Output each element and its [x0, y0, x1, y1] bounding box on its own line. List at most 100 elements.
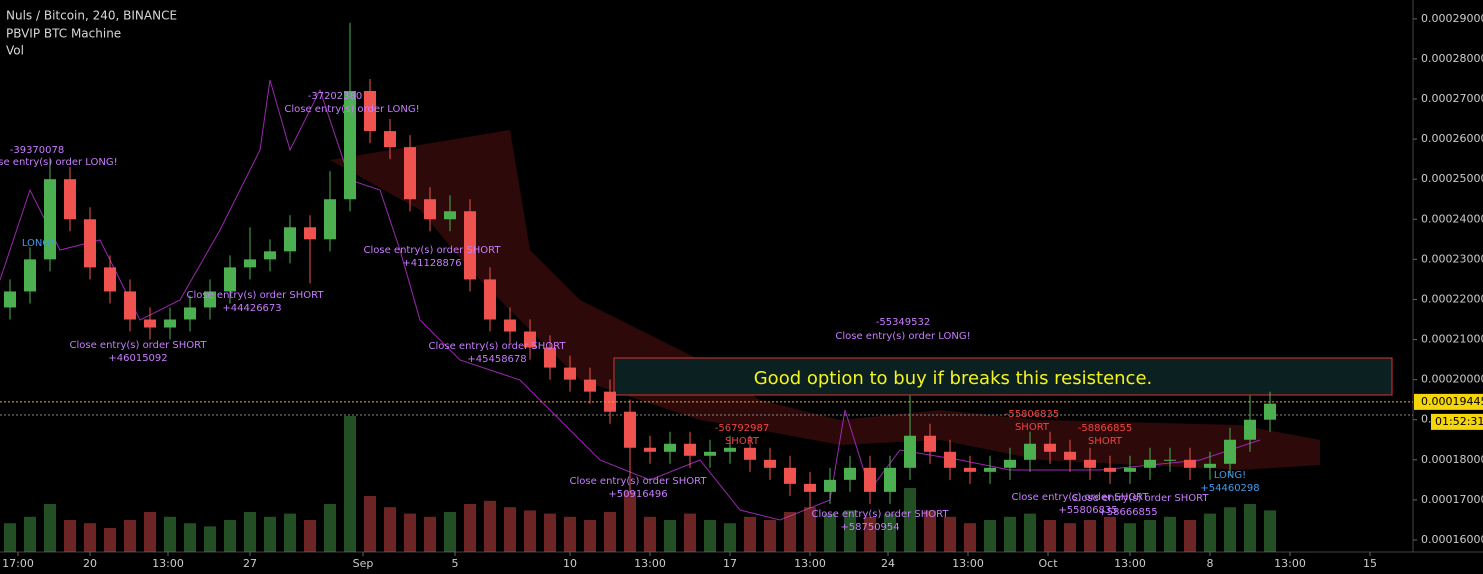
- volume-bar: [284, 513, 296, 552]
- signal-label: Close entry(s) order SHORT: [187, 290, 325, 301]
- candle-body: [24, 259, 36, 292]
- candle-body: [184, 307, 196, 320]
- volume-bar: [304, 520, 316, 552]
- candle-body: [384, 131, 396, 148]
- volume-bar: [1264, 510, 1276, 552]
- candle-body: [904, 435, 916, 468]
- volume-bar: [604, 512, 616, 552]
- signal-label: +54460298: [1200, 483, 1259, 494]
- x-tick-label: 5: [452, 557, 459, 570]
- x-tick-label: 13:00: [1114, 557, 1146, 570]
- candle-body: [1004, 459, 1016, 468]
- volume-bar: [524, 510, 536, 552]
- signal-label: Close entry(s) order SHORT: [70, 340, 208, 351]
- volume-bar: [944, 516, 956, 552]
- candle-body: [604, 391, 616, 412]
- volume-bar: [64, 520, 76, 552]
- candle-body: [264, 251, 276, 260]
- candle-body: [444, 211, 456, 220]
- signal-label: LONG!: [22, 238, 54, 249]
- x-tick-label: 13:00: [634, 557, 666, 570]
- indicator-cloud: [330, 130, 1320, 470]
- countdown-tag: [1431, 413, 1483, 430]
- volume-bar: [204, 526, 216, 552]
- volume-bar: [504, 507, 516, 552]
- volume-bar: [384, 507, 396, 552]
- volume-bar: [564, 516, 576, 552]
- candle-body: [124, 291, 136, 320]
- signal-label: SHORT: [1015, 422, 1050, 433]
- signal-label: LONG!: [1214, 470, 1246, 481]
- candle-body: [324, 199, 336, 240]
- y-tick-label: 0.00022000: [1421, 292, 1483, 305]
- y-tick-label: 0.00024000: [1421, 212, 1483, 225]
- candle-body: [164, 319, 176, 328]
- signal-label: Close entry(s) order SHORT: [812, 509, 950, 520]
- candle-body: [84, 219, 96, 268]
- volume-bar: [124, 520, 136, 552]
- volume-bar: [1104, 516, 1116, 552]
- volume-bar: [164, 516, 176, 552]
- volume-bar: [764, 520, 776, 552]
- volume-bar: [624, 491, 636, 552]
- candle-body: [544, 347, 556, 368]
- volume-bar: [644, 516, 656, 552]
- candle-body: [204, 291, 216, 308]
- volume-bar: [864, 516, 876, 552]
- candle-body: [404, 147, 416, 200]
- volume-bar: [244, 512, 256, 552]
- candle-body: [764, 459, 776, 468]
- last-price-label: 0.00019445: [1421, 395, 1483, 408]
- signal-label: Close entry(s) order SHORT: [429, 341, 567, 352]
- candle-body: [724, 447, 736, 452]
- candle-body: [1024, 443, 1036, 460]
- candle-body: [884, 467, 896, 492]
- candle-body: [1084, 459, 1096, 468]
- volume-bar: [1164, 516, 1176, 552]
- candle-body: [424, 199, 436, 220]
- candle-body: [864, 467, 876, 492]
- volume-bar: [184, 523, 196, 552]
- candle-body: [64, 179, 76, 220]
- signal-label: +44426673: [222, 303, 281, 314]
- candle-body: [1144, 459, 1156, 468]
- candle-body: [1224, 439, 1236, 464]
- x-tick-label: Sep: [353, 557, 374, 570]
- candle-body: [304, 227, 316, 240]
- volume-bar: [1004, 516, 1016, 552]
- signal-label: Close entry(s) order SHORT: [1072, 493, 1210, 504]
- candle-body: [4, 291, 16, 308]
- candle-body: [1124, 467, 1136, 472]
- volume-bar: [44, 504, 56, 552]
- signal-label: -56792987: [715, 423, 770, 434]
- x-tick-label: 13:00: [952, 557, 984, 570]
- candle-body: [964, 467, 976, 472]
- y-tick-label: 0.00018000: [1421, 453, 1483, 466]
- candle-body: [644, 447, 656, 452]
- signal-label: Close entry(s) order LONG!: [835, 331, 970, 342]
- candle-body: [1104, 467, 1116, 472]
- candle-body: [784, 467, 796, 484]
- x-tick-label: 17: [723, 557, 737, 570]
- x-tick-label: 15: [1363, 557, 1377, 570]
- candle-body: [584, 379, 596, 392]
- volume-bar: [844, 510, 856, 552]
- signal-label: +41128876: [402, 258, 461, 269]
- signal-label: +55806835: [1058, 505, 1117, 516]
- signal-label: -37202380: [308, 91, 363, 102]
- volume-bar: [804, 507, 816, 552]
- candle-body: [524, 331, 536, 348]
- volume-bar: [884, 513, 896, 552]
- volume-bar: [1224, 507, 1236, 552]
- volume-bar: [1244, 504, 1256, 552]
- candle-body: [504, 319, 516, 332]
- last-price-tag: [1414, 393, 1483, 410]
- x-tick-label: 24: [881, 557, 895, 570]
- candle-body: [944, 451, 956, 468]
- volume-bar: [1204, 513, 1216, 552]
- volume-bar: [1024, 513, 1036, 552]
- candle-body: [44, 179, 56, 260]
- volume-bar: [404, 513, 416, 552]
